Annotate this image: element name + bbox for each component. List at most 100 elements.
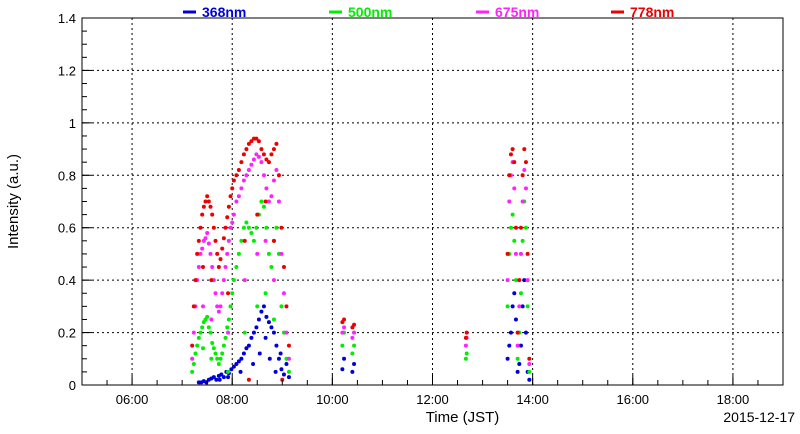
data-point-778nm bbox=[206, 199, 211, 204]
y-tick-label: 1.4 bbox=[58, 11, 76, 26]
data-point-368nm bbox=[221, 375, 226, 380]
data-point-778nm bbox=[271, 147, 276, 152]
data-point-675nm bbox=[256, 154, 261, 159]
data-point-675nm bbox=[518, 251, 523, 256]
data-point-675nm bbox=[513, 251, 518, 256]
data-point-675nm bbox=[522, 168, 527, 173]
data-point-778nm bbox=[266, 160, 271, 165]
data-point-675nm bbox=[246, 168, 251, 173]
data-point-368nm bbox=[234, 362, 239, 367]
data-point-778nm bbox=[254, 136, 259, 141]
data-point-500nm bbox=[263, 291, 268, 296]
data-point-675nm bbox=[264, 186, 269, 191]
data-point-778nm bbox=[508, 152, 513, 157]
data-point-778nm bbox=[269, 152, 274, 157]
data-point-368nm bbox=[226, 375, 231, 380]
data-point-368nm bbox=[342, 356, 347, 361]
data-point-500nm bbox=[271, 317, 276, 322]
data-point-778nm bbox=[264, 157, 269, 162]
data-point-675nm bbox=[507, 199, 512, 204]
data-point-675nm bbox=[276, 199, 281, 204]
data-point-500nm bbox=[525, 304, 530, 309]
data-point-500nm bbox=[463, 356, 468, 361]
data-point-675nm bbox=[266, 199, 271, 204]
data-point-500nm bbox=[527, 369, 532, 374]
data-point-675nm bbox=[255, 251, 260, 256]
data-point-778nm bbox=[225, 215, 230, 220]
x-tick-label: 08:00 bbox=[216, 392, 249, 407]
data-point-675nm bbox=[242, 278, 247, 283]
data-point-778nm bbox=[231, 178, 236, 183]
data-point-500nm bbox=[244, 220, 249, 225]
data-point-368nm bbox=[278, 351, 283, 356]
data-point-500nm bbox=[274, 225, 279, 230]
data-point-675nm bbox=[191, 330, 196, 335]
data-point-675nm bbox=[525, 278, 530, 283]
data-point-675nm bbox=[342, 325, 347, 330]
data-point-778nm bbox=[513, 225, 518, 230]
y-tick-label: 0.6 bbox=[58, 221, 76, 236]
data-point-675nm bbox=[350, 335, 355, 340]
data-point-778nm bbox=[242, 238, 247, 243]
data-point-675nm bbox=[254, 152, 259, 157]
data-point-368nm bbox=[267, 356, 272, 361]
data-point-500nm bbox=[206, 325, 211, 330]
data-point-675nm bbox=[261, 173, 266, 178]
y-tick-label: 1 bbox=[69, 116, 76, 131]
data-point-778nm bbox=[507, 173, 512, 178]
data-point-675nm bbox=[251, 157, 256, 162]
data-point-500nm bbox=[523, 225, 528, 230]
data-point-368nm bbox=[350, 369, 355, 374]
data-point-778nm bbox=[284, 304, 289, 309]
data-point-368nm bbox=[254, 325, 259, 330]
data-point-500nm bbox=[510, 212, 515, 217]
data-point-368nm bbox=[274, 343, 279, 348]
data-point-675nm bbox=[236, 194, 241, 199]
data-point-368nm bbox=[523, 330, 528, 335]
data-point-778nm bbox=[255, 212, 260, 217]
data-point-500nm bbox=[208, 330, 213, 335]
data-point-778nm bbox=[520, 173, 525, 178]
data-point-778nm bbox=[201, 204, 206, 209]
data-point-368nm bbox=[264, 314, 269, 319]
data-point-675nm bbox=[225, 251, 230, 256]
x-tick-label: 10:00 bbox=[316, 392, 349, 407]
data-point-368nm bbox=[261, 304, 266, 309]
data-point-778nm bbox=[246, 377, 251, 382]
data-point-778nm bbox=[271, 238, 276, 243]
data-point-500nm bbox=[205, 314, 210, 319]
x-axis-label: Time (JST) bbox=[426, 409, 500, 426]
data-point-500nm bbox=[239, 238, 244, 243]
data-point-675nm bbox=[208, 251, 213, 256]
data-point-675nm bbox=[203, 236, 208, 241]
data-point-368nm bbox=[276, 356, 281, 361]
data-point-778nm bbox=[523, 160, 528, 165]
data-point-368nm bbox=[231, 364, 236, 369]
data-point-368nm bbox=[249, 335, 254, 340]
data-point-675nm bbox=[228, 225, 233, 230]
data-point-500nm bbox=[191, 362, 196, 367]
data-point-675nm bbox=[340, 330, 345, 335]
data-point-778nm bbox=[256, 139, 261, 144]
data-point-368nm bbox=[271, 330, 276, 335]
data-point-778nm bbox=[205, 194, 210, 199]
data-point-368nm bbox=[273, 369, 278, 374]
data-point-778nm bbox=[463, 335, 468, 340]
legend-label-778nm: 778nm bbox=[630, 4, 674, 20]
data-point-368nm bbox=[266, 320, 271, 325]
data-point-675nm bbox=[505, 278, 510, 283]
data-point-778nm bbox=[263, 199, 268, 204]
y-tick-label: 1.2 bbox=[58, 63, 76, 78]
x-tick-label: 14:00 bbox=[516, 392, 549, 407]
data-point-675nm bbox=[352, 330, 357, 335]
data-point-778nm bbox=[203, 199, 208, 204]
data-point-368nm bbox=[522, 278, 527, 283]
data-point-778nm bbox=[234, 173, 239, 178]
data-point-778nm bbox=[246, 141, 251, 146]
data-point-368nm bbox=[259, 309, 264, 314]
data-point-675nm bbox=[517, 304, 522, 309]
data-point-675nm bbox=[223, 265, 228, 270]
data-point-778nm bbox=[196, 238, 201, 243]
data-point-778nm bbox=[510, 147, 515, 152]
